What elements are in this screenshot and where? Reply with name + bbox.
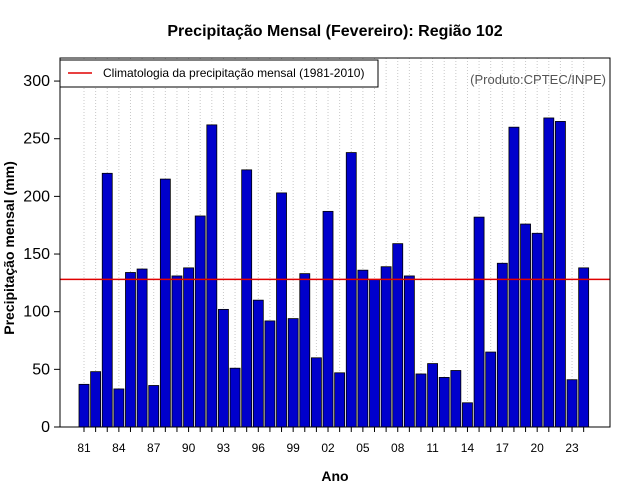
x-tick-label: 11	[426, 441, 439, 455]
bar-97	[264, 320, 276, 428]
bar-23	[566, 379, 578, 428]
bar-20	[531, 232, 543, 428]
y-tick-label: 200	[23, 188, 50, 205]
bar-02	[322, 210, 334, 428]
bar-95	[241, 169, 253, 428]
bar-07	[380, 266, 392, 428]
x-tick-label: 08	[391, 441, 405, 455]
bar-06	[369, 278, 380, 428]
y-tick-label: 300	[23, 73, 50, 90]
bar-94	[229, 367, 241, 428]
bar-01	[310, 357, 322, 428]
credit-text: (Produto:CPTEC/INPE)	[470, 72, 606, 87]
x-tick-label: 14	[461, 441, 475, 455]
bar-92	[206, 124, 218, 428]
x-tick-label: 81	[77, 441, 91, 455]
x-tick-label: 90	[182, 441, 196, 455]
x-tick-label: 96	[252, 441, 266, 455]
x-axis-label: Ano	[321, 468, 348, 484]
bar-90	[183, 267, 194, 428]
bar-98	[276, 192, 287, 428]
x-tick-label: 84	[112, 441, 126, 455]
x-tick-label: 23	[565, 441, 579, 455]
bar-99	[287, 318, 299, 428]
bar-93	[218, 308, 229, 428]
plot-frame	[59, 57, 611, 428]
y-axis: 0 50 100 150 200 250 300	[23, 73, 60, 436]
bar-03	[334, 372, 346, 428]
x-tick-label: 99	[286, 441, 300, 455]
y-tick-label: 150	[23, 246, 50, 263]
x-tick-label: 93	[217, 441, 231, 455]
bar-85	[125, 272, 136, 428]
y-tick-label: 250	[23, 131, 50, 148]
y-axis-label: Precipitação mensal (mm)	[1, 161, 17, 335]
bar-13	[450, 370, 462, 428]
bar-04	[345, 152, 357, 428]
x-tick-label: 02	[321, 441, 335, 455]
bar-08	[392, 243, 404, 428]
x-tick-label: 20	[531, 441, 545, 455]
bar-21	[543, 117, 555, 428]
bar-17	[496, 262, 508, 428]
bar-09	[403, 275, 415, 428]
bar-19	[520, 223, 531, 428]
chart-title: Precipitação Mensal (Fevereiro): Região …	[167, 23, 502, 40]
x-axis: 81 84 87 90 93 96 99 02 05 08 11 14 17 20 23	[77, 427, 585, 455]
y-tick-label: 0	[41, 419, 50, 436]
bar-83	[101, 172, 113, 428]
bar-00	[299, 273, 311, 428]
bar-84	[113, 388, 125, 428]
y-tick-label: 100	[23, 304, 50, 321]
bar-96	[252, 299, 264, 428]
bar-88	[159, 178, 171, 428]
bar-15	[473, 216, 485, 428]
legend-box	[59, 59, 379, 88]
bar-89	[171, 275, 183, 428]
y-tick-label: 50	[32, 361, 50, 378]
bar-12	[438, 377, 450, 428]
bar-10	[415, 373, 427, 428]
bar-82	[90, 371, 102, 428]
bar-layer	[78, 117, 590, 428]
bar-14	[462, 402, 473, 428]
bar-16	[485, 351, 497, 428]
bar-87	[148, 385, 160, 428]
bar-11	[427, 363, 439, 428]
bar-22	[555, 121, 566, 428]
bar-91	[194, 215, 206, 428]
bar-05	[357, 269, 369, 428]
x-tick-label: 17	[496, 441, 510, 455]
legend: Climatologia da precipitação mensal (198…	[59, 59, 379, 88]
bar-86	[136, 268, 148, 428]
bar-18	[508, 126, 520, 428]
x-tick-label: 87	[147, 441, 161, 455]
legend-label: Climatologia da precipitação mensal (198…	[103, 66, 364, 80]
x-tick-label: 05	[356, 441, 370, 455]
bar-81	[78, 383, 90, 428]
bar-24	[578, 267, 590, 428]
